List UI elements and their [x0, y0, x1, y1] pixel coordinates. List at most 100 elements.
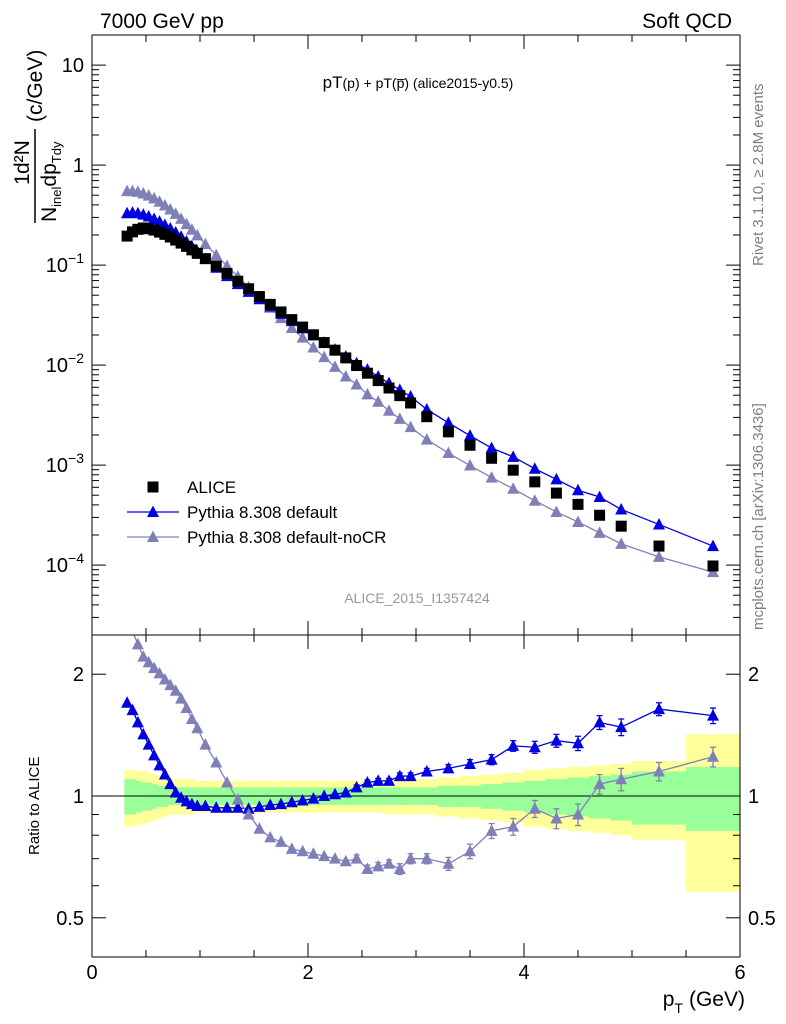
point-data [383, 382, 395, 394]
ylabel-denominator: NineldpTdy [38, 141, 64, 222]
ratio-point-nocr [442, 857, 455, 869]
point-nocr [350, 377, 363, 390]
ratio-point-nocr [404, 852, 417, 864]
legend: ALICE Pythia 8.308 default Pythia 8.308 de… [127, 478, 386, 547]
legend-marker-nocr [147, 530, 159, 542]
ratio-point-nocr [528, 802, 541, 814]
ratio-point-default [264, 798, 277, 811]
ratio-point-default [137, 727, 150, 740]
ratio-point-default [142, 738, 155, 750]
point-nocr [404, 420, 417, 433]
ratio-y-tick-label-right: 2 [748, 664, 759, 686]
x-tick-label: 4 [518, 962, 529, 984]
ratio-point-default [126, 703, 139, 716]
ratio-point-nocr [242, 808, 255, 820]
ratio-point-default [464, 757, 476, 769]
ratio-point-nocr [153, 666, 166, 679]
point-default [615, 502, 628, 515]
point-nocr [372, 395, 385, 407]
ratio-panel-frame [91, 634, 741, 958]
point-default [707, 539, 719, 552]
point-data [275, 306, 287, 318]
ratio-point-default [210, 801, 223, 813]
ylabel-numerator: d²N [11, 140, 34, 174]
ratio-point-nocr [137, 650, 150, 662]
point-nocr [339, 369, 352, 382]
ratio-point-nocr [221, 775, 233, 788]
ratio-point-nocr [210, 756, 223, 768]
x-tick-label: 6 [734, 962, 745, 984]
ratio-point-default [329, 787, 341, 800]
ratio-point-default [275, 797, 287, 810]
uncertainty-band-green [610, 774, 633, 821]
ratio-point-nocr [615, 772, 628, 785]
point-nocr [442, 446, 455, 459]
point-nocr [164, 202, 177, 215]
point-data [340, 352, 352, 364]
x-tick-label: 2 [302, 962, 313, 984]
uncertainty-band-green [524, 780, 546, 813]
ratio-point-default [231, 801, 244, 813]
ratio-point-nocr [164, 678, 177, 691]
ratio-point-default [393, 769, 406, 782]
point-nocr [285, 321, 298, 333]
point-data [210, 260, 222, 272]
point-data [351, 360, 363, 372]
ratio-point-default [350, 780, 363, 793]
point-default [442, 416, 455, 428]
chart-title: pT(p) + pT(p̅) (alice2015-y0.5) [323, 73, 514, 92]
point-data [507, 464, 519, 476]
point-default [485, 441, 498, 454]
uncertainty-band-green [588, 776, 611, 819]
mcplots-label: mcplots.cern.ch [arXiv:1306.3436] [750, 403, 767, 630]
point-data [486, 452, 498, 464]
point-data [199, 253, 211, 265]
ratio-point-nocr [231, 793, 244, 805]
ratio-point-nocr [420, 852, 433, 864]
point-data [191, 247, 203, 259]
ratio-point-default [653, 702, 665, 715]
point-data [550, 487, 562, 499]
ratio-point-nocr [264, 830, 277, 843]
ratio-point-default [199, 799, 212, 811]
ratio-point-nocr [485, 824, 498, 836]
point-nocr [420, 433, 433, 445]
point-default [653, 517, 665, 530]
uncertainty-band-green [140, 782, 147, 811]
ratio-y-tick-label-right: 0.5 [748, 908, 776, 930]
uncertainty-band-green [502, 782, 525, 811]
uncertainty-band-green [146, 782, 152, 811]
analysis-id: ALICE_2015_I1357424 [344, 590, 490, 606]
point-nocr [175, 212, 188, 224]
ratio-point-default [572, 736, 584, 749]
point-data [372, 375, 384, 387]
point-data [615, 520, 627, 532]
ratio-point-default [528, 740, 541, 753]
point-data [243, 283, 255, 295]
uncertainty-band-green [124, 779, 131, 815]
uncertainty-band-green [129, 779, 136, 815]
ratio-point-default [485, 753, 498, 765]
ratio-point-default [420, 764, 433, 777]
point-default [464, 429, 476, 441]
ratio-point-nocr [253, 822, 266, 834]
point-data [707, 560, 719, 572]
point-nocr [485, 471, 498, 483]
point-data [297, 321, 309, 333]
point-data [221, 267, 233, 279]
ratio-point-default [296, 793, 309, 806]
point-nocr [361, 387, 374, 400]
ratio-point-default [307, 792, 320, 804]
ratio-point-nocr [131, 637, 144, 650]
x-axis-label: pT (GeV) [663, 988, 745, 1016]
ratio-point-default [242, 802, 255, 814]
point-data [464, 439, 476, 451]
ratio-point-nocr [593, 777, 606, 790]
point-nocr [169, 207, 182, 219]
point-data [421, 411, 433, 423]
ratio-point-nocr [507, 820, 520, 832]
ratio-point-nocr [329, 852, 341, 864]
point-default [550, 472, 563, 485]
legend-label-default: Pythia 8.308 default [187, 503, 338, 522]
